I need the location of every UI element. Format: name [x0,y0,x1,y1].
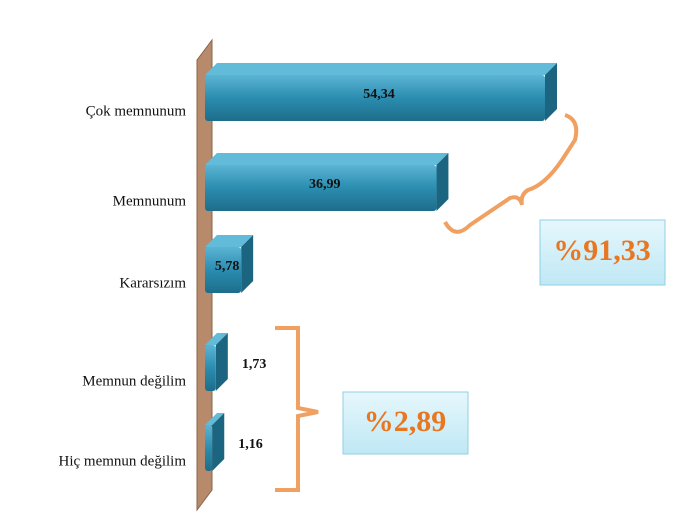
bar [205,165,437,211]
bar-top [205,333,228,345]
bar [205,345,216,391]
annotation-box [539,219,666,286]
bar-top [205,153,449,165]
bracket-top [443,113,579,234]
category-label: Hiç memnun değilim [59,453,187,469]
bracket-bottom [275,326,319,492]
value-label: 5,78 [215,259,240,274]
bar [205,247,242,293]
bar [205,75,545,121]
annotation-box [342,391,469,455]
bar-side [212,413,225,471]
bars [205,63,557,471]
bar-side [215,333,228,391]
annotation: %91,33 [553,234,651,267]
bar [205,425,213,471]
bar-side [436,153,449,211]
bar-top [205,63,557,75]
category-label: Memnun değilim [82,373,186,389]
category-label: Çok memnunum [86,103,187,119]
annotation: %2,89 [364,405,447,438]
category-label: Memnunum [113,193,187,209]
value-label: 36,99 [309,177,341,192]
category-label: Kararsızım [119,275,186,291]
bar-side [545,63,557,121]
value-label: 1,16 [238,437,262,452]
bar-side [241,235,254,293]
value-label: 1,73 [242,357,267,372]
wall [196,38,213,512]
bar-top [205,235,254,247]
value-label: 54,34 [363,87,395,102]
bar-top [205,413,225,425]
